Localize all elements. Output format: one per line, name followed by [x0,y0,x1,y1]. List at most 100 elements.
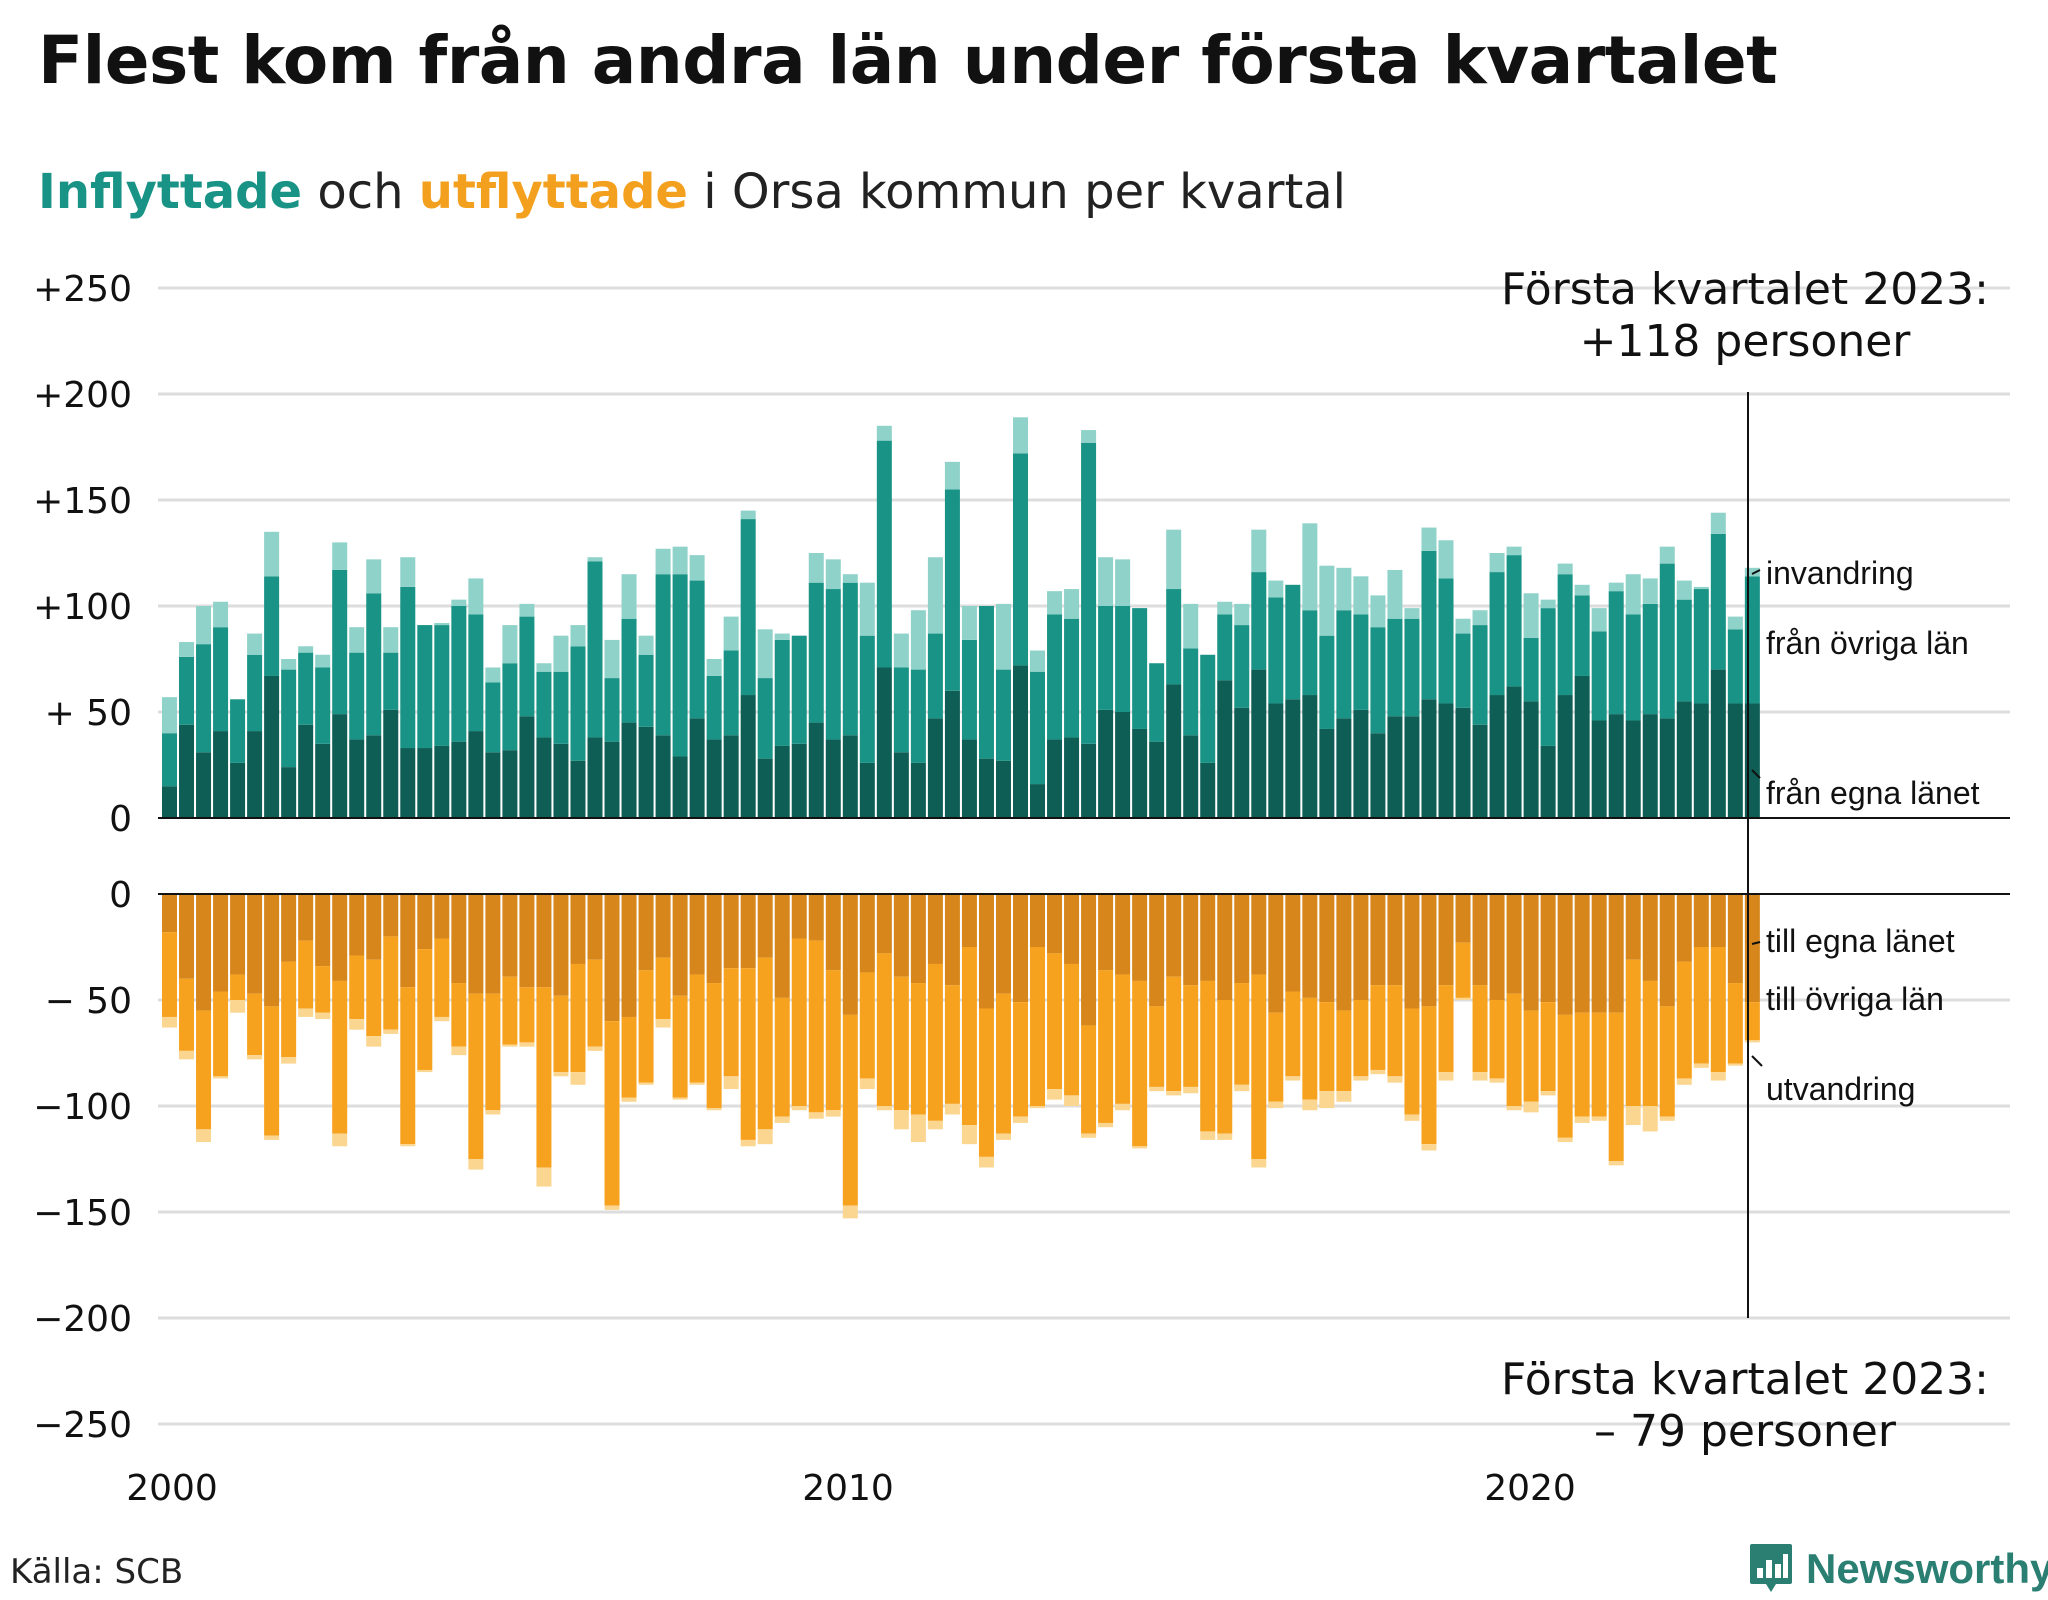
bar-top-2 [927,557,943,634]
bar-top-2 [638,635,654,655]
bar-bottom-1 [1472,985,1488,1073]
bar-top-1 [434,625,450,746]
bar-bottom-0 [655,894,671,958]
bar-top-2 [1591,608,1607,632]
bar-bottom-0 [230,894,246,975]
bar-bottom-2 [825,1110,841,1117]
bar-bottom-2 [1506,1106,1522,1111]
bar-bottom-1 [264,1006,280,1136]
bar-top-1 [570,646,586,761]
leader-fran-egna-lanet [1751,769,1761,779]
y-tick-top: +100 [33,587,132,628]
bar-bottom-2 [1234,1084,1250,1092]
bar-bottom-2 [1081,1133,1097,1138]
bar-top-1 [1285,584,1301,700]
bar-bottom-2 [536,1167,552,1187]
source-note: Källa: SCB [10,1552,184,1592]
bar-top-2 [1030,650,1046,672]
bar-bottom-2 [927,1120,943,1130]
bar-bottom-1 [910,983,926,1115]
y-tick-top: 0 [109,799,132,840]
bar-top-2 [1540,599,1556,609]
subtitle-utflyttade: utflyttade [418,164,688,220]
bar-top-0 [485,752,501,818]
bar-bottom-1 [1625,959,1641,1106]
bar-bottom-2 [791,1106,807,1111]
bar-bottom-1 [1489,1000,1505,1079]
bar-bottom-2 [519,1042,535,1047]
bar-bottom-1 [1234,983,1250,1085]
bar-bottom-0 [349,894,365,956]
bar-top-0 [162,786,177,818]
bar-top-2 [1166,529,1182,590]
bar-top-0 [1540,745,1556,818]
bar-top-2 [740,510,756,520]
bar-top-0 [1557,695,1573,818]
bar-bottom-2 [638,1082,654,1085]
bar-bottom-0 [706,894,722,984]
bar-top-2 [1438,540,1454,579]
bar-bottom-2 [1200,1131,1216,1140]
legend-fran-ovriga-lan: från övriga län [1766,625,1969,661]
bar-top-1 [162,733,177,787]
bar-bottom-2 [655,1019,671,1028]
legend-utvandring: utvandring [1766,1071,1915,1107]
bar-bottom-1 [876,953,892,1106]
bar-top-2 [1234,603,1250,626]
bar-bottom-1 [1132,980,1148,1147]
bar-bottom-0 [1727,894,1743,984]
bar-bottom-1 [332,980,348,1134]
bar-bottom-2 [859,1078,875,1090]
bar-top-0 [264,675,280,818]
bar-bottom-2 [1693,1063,1709,1068]
bar-bottom-1 [774,997,790,1117]
bar-bottom-0 [910,894,926,984]
bar-bottom-1 [298,940,314,1009]
bar-top-1 [910,669,926,763]
bar-top-0 [400,748,416,818]
bar-bottom-1 [485,993,501,1111]
bar-top-2 [536,663,552,672]
bar-bottom-2 [434,1016,450,1022]
bar-top-1 [774,639,790,746]
bar-bottom-0 [570,894,586,964]
bar-bottom-1 [519,987,535,1043]
bar-bottom-2 [740,1139,756,1147]
bar-bottom-1 [1047,953,1063,1090]
bar-top-0 [961,739,977,818]
bar-bottom-1 [842,1014,858,1206]
bar-top-1 [383,652,399,710]
bar-bottom-0 [1693,894,1709,947]
bar-top-0 [655,735,671,818]
bar-bottom-0 [1217,894,1233,1000]
bar-top-2 [383,627,399,653]
bar-top-1 [1608,591,1624,715]
bar-top-1 [604,678,620,742]
brand-name: Newsworthy [1806,1545,2048,1592]
bar-top-0 [927,718,943,818]
bar-top-0 [1659,718,1675,818]
bar-bottom-1 [1336,1010,1352,1092]
bar-top-0 [723,735,739,818]
bar-top-1 [1659,563,1675,719]
x-tick-label: 2000 [126,1468,218,1509]
bar-top-1 [587,561,603,738]
bar-bottom-2 [808,1112,824,1119]
bar-bottom-2 [1132,1146,1148,1149]
y-tick-bottom: −100 [33,1087,132,1128]
bar-bottom-1 [893,976,909,1111]
bar-bottom-1 [417,949,433,1070]
y-tick-top: + 50 [45,693,132,734]
annotation-bottom-line1: Första kvartalet 2023: [1501,1354,1989,1405]
bar-bottom-0 [876,894,892,954]
bar-bottom-0 [332,894,348,981]
bar-bottom-1 [1013,1002,1028,1117]
bar-top-1 [1336,610,1352,719]
bar-bottom-1 [978,1008,994,1157]
bar-top-0 [689,718,705,818]
bar-bottom-2 [604,1205,620,1210]
bar-bottom-1 [230,974,246,1000]
bar-bottom-2 [876,1106,892,1111]
bar-bottom-1 [1608,1012,1624,1162]
bar-bottom-2 [689,1082,705,1085]
